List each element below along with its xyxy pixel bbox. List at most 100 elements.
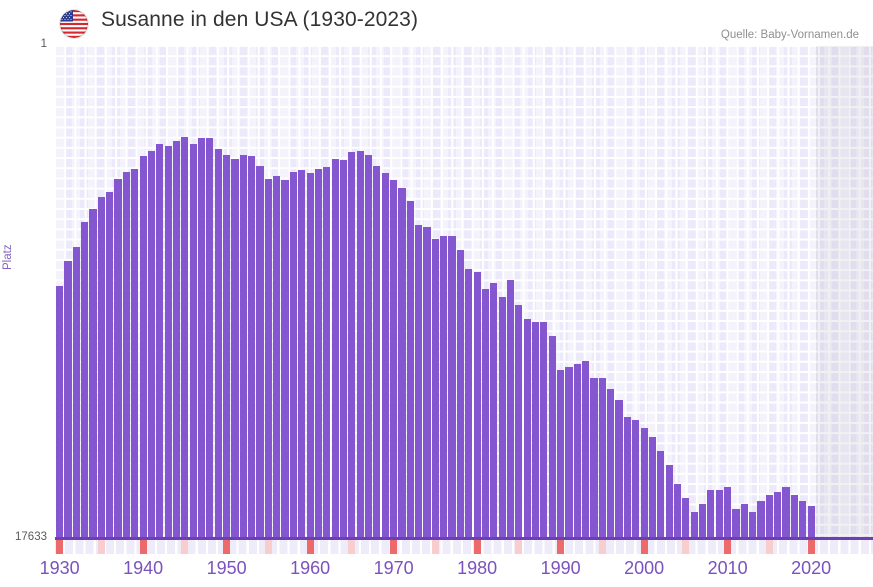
bar-2006[interactable] <box>690 511 698 538</box>
bar-1986[interactable] <box>523 319 531 538</box>
bar-2004[interactable] <box>673 484 682 538</box>
bar-1948[interactable] <box>206 138 214 538</box>
bar-1987[interactable] <box>531 322 540 538</box>
bar-2008[interactable] <box>707 489 715 538</box>
bar-1946[interactable] <box>189 143 197 538</box>
bar-1951[interactable] <box>231 158 239 538</box>
bar-1991[interactable] <box>565 366 573 538</box>
bar-1935[interactable] <box>97 196 105 538</box>
x-tick-1965 <box>348 540 356 554</box>
bar-2015[interactable] <box>765 495 773 538</box>
bar-1959[interactable] <box>298 170 306 538</box>
bar-1977[interactable] <box>448 235 456 538</box>
x-tick-1955 <box>264 540 272 554</box>
bar-1965[interactable] <box>348 152 356 538</box>
bar-1994[interactable] <box>590 378 598 538</box>
bar-1936[interactable] <box>106 192 114 538</box>
bar-2010[interactable] <box>724 486 732 538</box>
y-axis-labels: 1 17633 Platz <box>0 0 55 587</box>
bar-1995[interactable] <box>598 378 606 538</box>
bar-1964[interactable] <box>339 160 348 538</box>
bar-1990[interactable] <box>557 369 565 538</box>
bar-1932[interactable] <box>72 246 80 538</box>
bar-1945[interactable] <box>181 136 189 538</box>
bar-1982[interactable] <box>490 283 498 538</box>
bar-1931[interactable] <box>64 260 72 538</box>
bar-1973[interactable] <box>415 224 423 538</box>
bar-1963[interactable] <box>331 158 339 538</box>
bar-1981[interactable] <box>481 288 490 538</box>
bar-2012[interactable] <box>740 503 748 538</box>
bar-1960[interactable] <box>306 172 314 538</box>
bar-2017[interactable] <box>782 486 790 538</box>
bar-1942[interactable] <box>156 143 164 538</box>
x-axis-tick-strip <box>55 540 873 554</box>
bar-1984[interactable] <box>506 280 515 538</box>
bar-1941[interactable] <box>147 150 156 538</box>
bar-1969[interactable] <box>381 172 389 538</box>
bar-1988[interactable] <box>540 322 548 538</box>
bar-2002[interactable] <box>657 450 665 538</box>
bar-2001[interactable] <box>648 436 657 538</box>
bar-1954[interactable] <box>256 165 264 538</box>
bar-2000[interactable] <box>640 428 648 538</box>
bar-1937[interactable] <box>114 178 122 538</box>
x-tick-1995 <box>598 540 606 554</box>
bar-1992[interactable] <box>573 364 581 538</box>
bar-2019[interactable] <box>799 500 807 538</box>
bar-1933[interactable] <box>81 221 89 538</box>
bar-1980[interactable] <box>473 272 481 538</box>
bar-1997[interactable] <box>615 400 623 538</box>
bar-1999[interactable] <box>632 419 640 538</box>
bar-1974[interactable] <box>423 227 431 538</box>
bar-1972[interactable] <box>406 200 414 538</box>
bar-1976[interactable] <box>440 235 448 538</box>
bar-2016[interactable] <box>774 492 782 538</box>
bar-2009[interactable] <box>715 489 723 538</box>
bar-1985[interactable] <box>515 305 523 538</box>
bar-1967[interactable] <box>364 154 373 538</box>
bar-1949[interactable] <box>214 149 222 538</box>
bar-2018[interactable] <box>790 495 798 538</box>
bar-2007[interactable] <box>698 503 707 538</box>
bar-1958[interactable] <box>289 171 297 538</box>
bar-1996[interactable] <box>607 389 615 538</box>
bar-1993[interactable] <box>582 361 590 538</box>
bar-1957[interactable] <box>281 179 289 538</box>
x-axis-label-1940: 1940 <box>123 558 164 578</box>
bar-1943[interactable] <box>164 146 172 538</box>
no-data-overlay <box>815 46 873 538</box>
bar-1947[interactable] <box>197 138 206 538</box>
bar-1966[interactable] <box>356 150 364 538</box>
bar-1971[interactable] <box>398 188 406 538</box>
bar-1934[interactable] <box>89 209 97 538</box>
bar-1975[interactable] <box>431 238 439 538</box>
bar-1970[interactable] <box>390 179 398 538</box>
bar-1968[interactable] <box>373 165 381 538</box>
bar-2014[interactable] <box>757 500 765 538</box>
bar-1983[interactable] <box>498 297 506 538</box>
bar-2011[interactable] <box>732 509 740 538</box>
bar-1962[interactable] <box>323 167 331 538</box>
bar-1989[interactable] <box>548 336 556 538</box>
bar-1998[interactable] <box>623 417 631 538</box>
bar-1940[interactable] <box>139 156 147 538</box>
bar-1961[interactable] <box>314 168 323 538</box>
bar-1930[interactable] <box>56 285 64 538</box>
x-axis-label-1990: 1990 <box>540 558 581 578</box>
bar-1979[interactable] <box>465 269 473 538</box>
bar-1950[interactable] <box>223 154 231 538</box>
bar-1952[interactable] <box>239 154 247 538</box>
bar-2005[interactable] <box>682 498 690 538</box>
bar-2013[interactable] <box>749 511 757 538</box>
bar-1944[interactable] <box>172 140 181 538</box>
bar-1978[interactable] <box>456 249 464 538</box>
bar-1955[interactable] <box>264 178 272 538</box>
x-tick-1940 <box>139 540 147 554</box>
bar-1953[interactable] <box>248 156 256 538</box>
bar-1956[interactable] <box>273 175 281 538</box>
bar-2003[interactable] <box>665 464 673 538</box>
bar-1938[interactable] <box>122 171 130 538</box>
bar-2020[interactable] <box>807 506 815 538</box>
bar-1939[interactable] <box>131 168 139 538</box>
